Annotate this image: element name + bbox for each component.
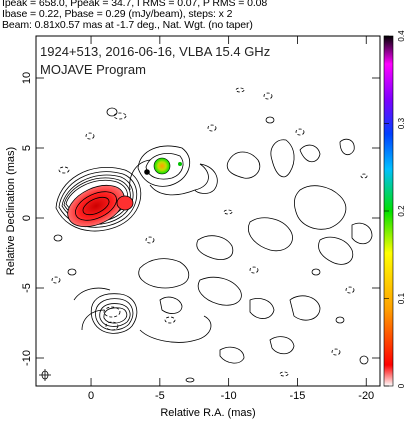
x-axis-label: Relative R.A. (mas) (160, 407, 255, 419)
peak-rms-line: Ipeak = 658.0, Ppeak = 34.7, I RMS = 0.0… (2, 0, 268, 9)
colorbar-tick-label: 0.1 (397, 292, 406, 304)
axis-ticks: 0 -5 -10 -15 -20 -10 -5 0 5 10 (21, 36, 380, 402)
core-emission (67, 184, 125, 228)
plot-frame (35, 35, 381, 387)
y-tick-label: 5 (21, 145, 33, 151)
colorbar-tick-label: 0.4 (397, 30, 406, 42)
core-knot-emission (116, 195, 134, 211)
contour-map (51, 87, 373, 383)
chart-title: 1924+513, 2016-06-16, VLBA 15.4 GHz (40, 44, 270, 59)
x-tick-label: -15 (289, 390, 305, 402)
x-tick-label: 0 (88, 390, 94, 402)
beam-marker (39, 369, 51, 381)
x-tick-label: -20 (358, 390, 374, 402)
y-tick-label: 0 (21, 215, 33, 221)
x-tick-label: -10 (221, 390, 237, 402)
y-tick-label: -5 (21, 283, 33, 293)
base-steps-line: Ibase = 0.22, Pbase = 0.29 (mJy/beam), s… (2, 8, 233, 20)
map-header: Ipeak = 658.0, Ppeak = 34.7, I RMS = 0.0… (2, 0, 407, 31)
colorbar-ticks: 0 0.1 0.2 0.3 0.4 (384, 30, 406, 388)
y-axis-label: Relative Declination (mas) (5, 147, 17, 275)
colorbar-tick-label: 0.2 (397, 205, 406, 217)
chart-subtitle: MOJAVE Program (40, 62, 146, 77)
colorbar-tick-label: 0.3 (397, 117, 406, 129)
y-tick-label: -10 (21, 350, 33, 366)
knot-emission (153, 157, 171, 175)
beam-line: Beam: 0.81x0.57 mas at -1.7 deg., Nat. W… (2, 19, 253, 31)
colorbar-tick-label: 0 (397, 383, 406, 388)
x-tick-label: -5 (155, 390, 165, 402)
y-tick-label: 10 (21, 72, 33, 84)
